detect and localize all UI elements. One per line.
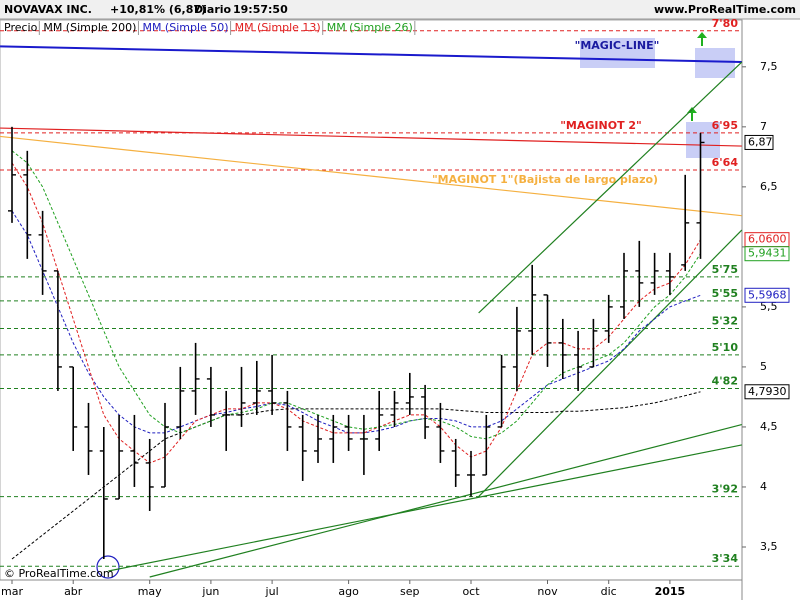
legend-entry: MM (Simple 13): [235, 21, 321, 34]
x-tick-label: jun: [201, 585, 219, 598]
y-tick-label: 5: [760, 360, 767, 373]
arrow-up: [697, 32, 707, 46]
x-tick-label: jul: [265, 585, 279, 598]
value-label: 4,7930: [748, 385, 787, 398]
level-label: 5'55: [712, 287, 738, 300]
value-label-box: [744, 246, 790, 262]
plot: 3,544,555,566,577,5marabrmayjunjulagosep…: [0, 17, 790, 598]
moving-average: [11, 391, 701, 560]
trendline: [0, 135, 742, 217]
value-label: 5,5968: [748, 288, 787, 301]
x-tick-label: sep: [400, 585, 419, 598]
legend-entry: MM (Simple 200): [43, 21, 136, 34]
level-label: 5'10: [712, 341, 739, 354]
highlight-box: [580, 38, 655, 68]
trendline: [478, 61, 743, 314]
y-tick-label: 4,5: [760, 420, 778, 433]
y-tick-label: 6,5: [760, 180, 778, 193]
x-tick-label: abr: [64, 585, 83, 598]
level-label: 6'64: [712, 156, 739, 169]
level-label: 5'75: [712, 263, 738, 276]
arrow-up: [687, 107, 697, 121]
value-label: 6,0600: [748, 233, 787, 246]
y-tick-label: 4: [760, 480, 767, 493]
level-label: 5'32: [712, 315, 738, 328]
level-label: 4'82: [712, 375, 738, 388]
value-label-box: [744, 384, 790, 400]
x-tick-label: dic: [601, 585, 617, 598]
trendline: [0, 127, 742, 147]
site: www.ProRealTime.com: [654, 3, 796, 16]
moving-average: [11, 162, 701, 464]
moving-average: [11, 210, 701, 434]
level-label: 7'80: [712, 17, 739, 30]
x-tick-label: may: [138, 585, 162, 598]
highlight-box: [695, 48, 735, 78]
change: +10,81% (6,87): [110, 3, 206, 16]
title: NOVAVAX INC.: [4, 3, 92, 16]
y-tick-label: 7: [760, 120, 767, 133]
trendline: [478, 229, 743, 497]
y-tick-label: 3,5: [760, 540, 778, 553]
x-tick-label: mar: [1, 585, 23, 598]
value-label-box: [744, 287, 790, 303]
time: 19:57:50: [233, 3, 288, 16]
highlight-box: [686, 122, 720, 158]
trendline: [108, 444, 742, 572]
trendline-label: "MAGIC-LINE": [575, 39, 660, 52]
legend-entry: MM (Simple 50): [142, 21, 228, 34]
legend-entry: Precio: [4, 21, 38, 34]
value-label: 6,87: [748, 135, 773, 148]
trendline-label: "MAGINOT 1"(Bajista de largo plazo): [432, 173, 658, 186]
x-tick-label: ago: [338, 585, 359, 598]
trendline: [0, 45, 742, 64]
trendline-label: "MAGINOT 2": [560, 119, 642, 132]
trendline: [149, 423, 742, 578]
value-label-box: [744, 134, 774, 150]
value-label: 5,9431: [748, 247, 787, 260]
y-tick-label: 7,5: [760, 60, 778, 73]
moving-average: [11, 150, 701, 440]
level-label: 3'92: [712, 483, 738, 496]
header-bar: [0, 0, 800, 19]
x-tick-label: nov: [537, 585, 558, 598]
level-label: 3'34: [712, 552, 739, 565]
legend: Precio MM (Simple 200) MM (Simple 50) MM (S…: [4, 21, 416, 35]
legend-entry: MM (Simple 26): [327, 21, 413, 34]
period: Diario: [194, 3, 232, 16]
low-circle: [96, 555, 120, 579]
x-tick-label: 2015: [655, 585, 686, 598]
copyright: © ProRealTime.com: [4, 567, 114, 580]
x-tick-label: oct: [462, 585, 480, 598]
y-tick-label: 5,5: [760, 300, 778, 313]
level-label: 6'95: [712, 119, 738, 132]
